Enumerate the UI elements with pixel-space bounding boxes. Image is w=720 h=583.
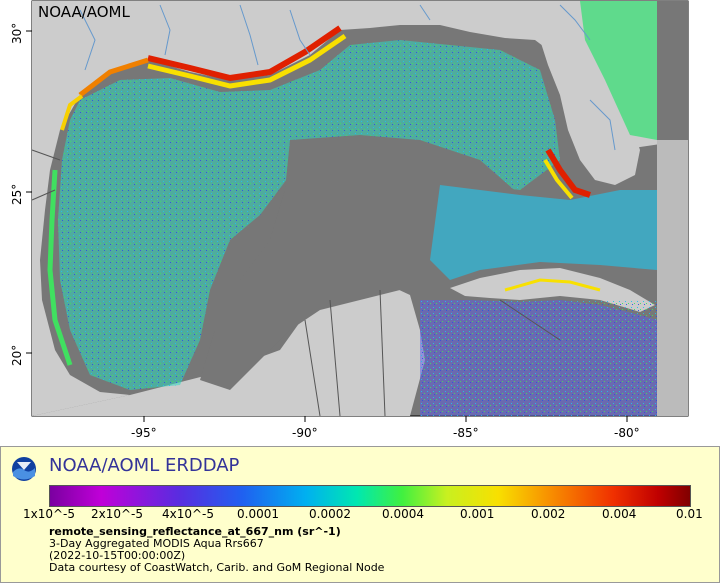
colorbar-label: 1x10^-5 <box>23 507 76 521</box>
map-panel: NOAA/AOML -95° -90° -85° -80° 30° 25° 20… <box>10 0 689 440</box>
legend-panel: NOAA/AOML ERDDAP 1x10^-5 2x10^-5 4x10^-5… <box>0 446 720 583</box>
colorbar-label: 4x10^-5 <box>162 507 215 521</box>
lat-tick-label: 20° <box>10 344 24 366</box>
rivers <box>79 4 616 151</box>
lon-tick-label: -85° <box>453 426 479 440</box>
map-title: NOAA/AOML <box>38 3 130 21</box>
dataset-name: 3-Day Aggregated MODIS Aqua Rrs667 <box>49 537 264 550</box>
lat-tick-label: 25° <box>10 183 24 205</box>
mexico-south-land <box>32 288 425 416</box>
colorbar-label: 0.002 <box>531 507 566 521</box>
lat-tick-label: 30° <box>10 22 24 44</box>
axis-ticks <box>26 30 628 422</box>
colorbar-label: 0.01 <box>676 507 703 521</box>
colorbar-label: 0.004 <box>602 507 637 521</box>
credit-line: Data courtesy of CoastWatch, Carib. and … <box>49 561 385 574</box>
colorbar-label: 2x10^-5 <box>91 507 144 521</box>
map-image <box>26 0 689 422</box>
colorbar-label: 0.0004 <box>382 507 424 521</box>
borders <box>31 149 561 417</box>
colorbar-label: 0.001 <box>460 507 495 521</box>
variable-name: remote_sensing_reflectance_at_667_nm (sr… <box>49 525 341 538</box>
lon-tick-label: -90° <box>292 426 318 440</box>
coastal-red-band <box>147 25 342 81</box>
time-stamp: (2022-10-15T00:00:00Z) <box>49 549 186 562</box>
colorbar-label: 0.0001 <box>237 507 279 521</box>
lon-tick-label: -80° <box>614 426 640 440</box>
legend-title: NOAA/AOML ERDDAP <box>49 455 240 476</box>
noaa-logo-icon <box>12 457 36 481</box>
straits-data-wash <box>430 185 657 280</box>
colorbar-label: 0.0002 <box>309 507 351 521</box>
colorbar <box>49 485 691 507</box>
lon-tick-label: -95° <box>131 426 157 440</box>
